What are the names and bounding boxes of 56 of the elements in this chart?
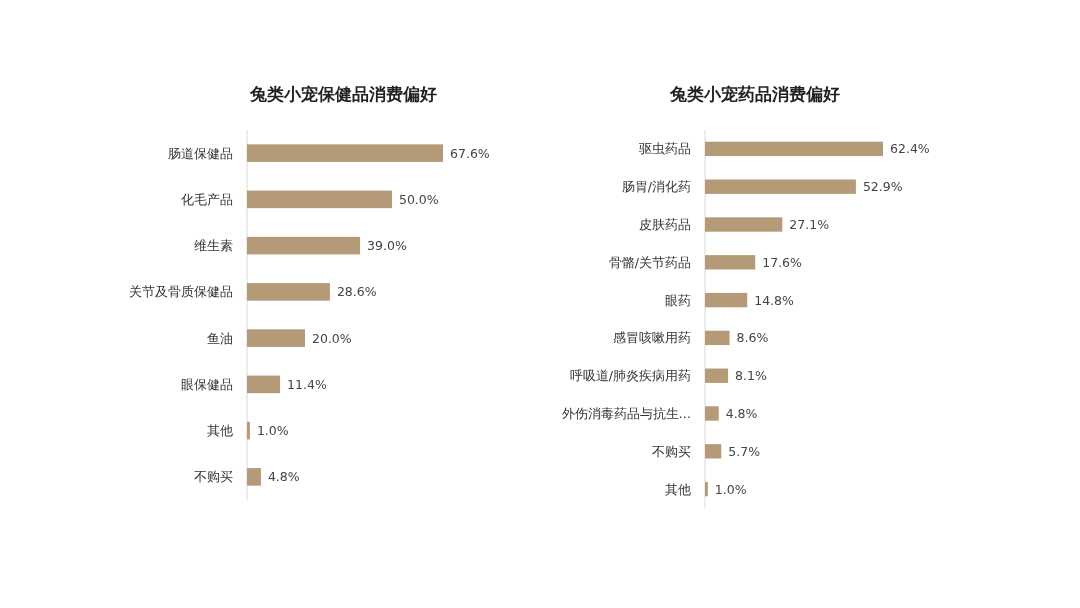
bar [705, 141, 883, 157]
data-label: 39.0% [367, 238, 407, 254]
bar [705, 368, 729, 383]
y-tick-label: 鱼油 [207, 330, 233, 346]
y-tick-label: 驱虫药品 [639, 141, 691, 157]
y-tick-label: 骨骼/关节药品 [608, 254, 691, 270]
y-tick-label: 关节及骨质保健品 [129, 284, 233, 300]
bar [705, 444, 722, 459]
data-label: 4.8% [725, 406, 758, 421]
y-tick-label: 感冒咳嗽用药 [613, 330, 691, 346]
bar [705, 481, 708, 497]
chart-title: 兔类小宠药品消费偏好 [669, 84, 840, 104]
data-label: 5.7% [728, 443, 761, 459]
data-label: 67.6% [450, 145, 490, 161]
data-label: 17.6% [762, 254, 803, 270]
data-label: 52.9% [862, 179, 903, 195]
data-label: 27.1% [789, 217, 830, 232]
data-label: 1.0% [714, 481, 747, 497]
data-label: 50.0% [398, 191, 439, 207]
data-label: 14.8% [754, 292, 795, 308]
y-tick-label: 不购买 [652, 443, 691, 459]
y-tick-label: 呼吸道/肺炎疾病用药 [569, 368, 691, 384]
y-tick-label: 不购买 [194, 469, 233, 485]
y-tick-label: 肠道保健品 [168, 145, 233, 161]
bar [705, 255, 756, 270]
data-label: 62.4% [890, 141, 930, 157]
y-tick-label: 外伤消毒药品与抗生… [561, 406, 691, 421]
data-label: 28.6% [336, 284, 377, 300]
bar [247, 421, 250, 440]
bar [705, 179, 856, 194]
y-tick-label: 化毛产品 [181, 191, 233, 207]
y-tick-label: 眼保健品 [181, 376, 233, 392]
bar [247, 375, 281, 394]
data-label: 8.1% [735, 368, 767, 384]
bar [705, 217, 783, 232]
data-label: 20.0% [311, 330, 352, 346]
bar [247, 468, 261, 486]
y-tick-label: 皮肤药品 [639, 217, 691, 232]
bar [247, 329, 305, 347]
bar [247, 283, 330, 301]
bar [705, 406, 719, 421]
bar [247, 236, 361, 255]
data-label: 4.8% [267, 469, 300, 485]
data-label: 11.4% [287, 376, 327, 392]
y-tick-label: 眼药 [665, 292, 691, 308]
data-label: 1.0% [256, 423, 289, 439]
bar [247, 190, 392, 209]
y-tick-label: 其他 [207, 423, 233, 439]
data-label: 8.6% [736, 330, 769, 346]
y-tick-label: 肠胃/消化药 [621, 179, 691, 195]
bar [705, 330, 730, 346]
y-tick-label: 其他 [665, 481, 691, 497]
bar [705, 292, 748, 308]
y-tick-label: 维生素 [194, 238, 233, 254]
bar [247, 144, 443, 162]
chart-title: 兔类小宠保健品消费偏好 [248, 84, 437, 104]
